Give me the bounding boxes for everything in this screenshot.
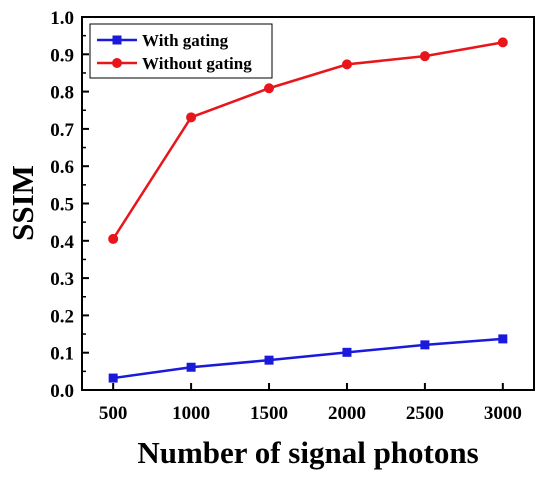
x-tick-label: 2000 xyxy=(328,403,366,424)
legend-label-without-gating: Without gating xyxy=(142,54,252,73)
x-axis-title: Number of signal photons xyxy=(137,435,478,470)
y-tick-label: 0.4 xyxy=(50,232,74,253)
legend: With gating Without gating xyxy=(89,23,273,79)
legend-frame xyxy=(89,23,273,79)
legend-marker-without-gating xyxy=(112,58,122,68)
x-tick-label: 3000 xyxy=(484,403,522,424)
y-tick-label: 0.3 xyxy=(50,269,74,290)
y-tick-label: 0.7 xyxy=(50,120,74,141)
data-point-without-gating xyxy=(108,233,119,244)
data-point-without-gating xyxy=(264,83,275,94)
data-point-with-gating xyxy=(342,347,352,357)
legend-label-with-gating: With gating xyxy=(142,31,229,50)
y-tick-label: 1.0 xyxy=(50,8,74,29)
y-axis-title: SSIM xyxy=(5,165,40,241)
data-point-with-gating xyxy=(498,334,508,344)
x-tick-label: 500 xyxy=(99,403,128,424)
data-point-with-gating xyxy=(108,373,118,383)
x-tick-label: 2500 xyxy=(406,403,444,424)
y-tick-label: 0.9 xyxy=(50,45,74,66)
series-layer xyxy=(108,37,508,383)
data-point-without-gating xyxy=(341,59,352,70)
x-tick-label: 1000 xyxy=(172,403,210,424)
series-line-with-gating xyxy=(113,337,503,380)
data-point-with-gating xyxy=(264,355,274,365)
y-tick-label: 0.6 xyxy=(50,157,74,178)
y-tick-label: 0.2 xyxy=(50,306,74,327)
data-point-with-gating xyxy=(186,362,196,372)
y-tick-label: 0.0 xyxy=(50,381,74,402)
y-tick-label: 0.1 xyxy=(50,344,74,365)
data-point-with-gating xyxy=(420,340,430,350)
y-axis: 0.0 0.1 0.2 0.3 0.4 0.5 0.6 0.7 0.8 0.9 1.0 xyxy=(50,8,89,402)
data-point-without-gating xyxy=(419,51,430,62)
y-tick-label: 0.5 xyxy=(50,195,74,216)
data-point-without-gating xyxy=(497,37,508,48)
series-line-without-gating xyxy=(112,41,504,240)
data-point-without-gating xyxy=(186,112,197,123)
x-tick-label: 1500 xyxy=(250,403,288,424)
x-axis: 500 1000 1500 2000 2500 3000 xyxy=(99,383,522,424)
legend-marker-with-gating xyxy=(112,35,122,45)
y-tick-label: 0.8 xyxy=(50,83,74,104)
